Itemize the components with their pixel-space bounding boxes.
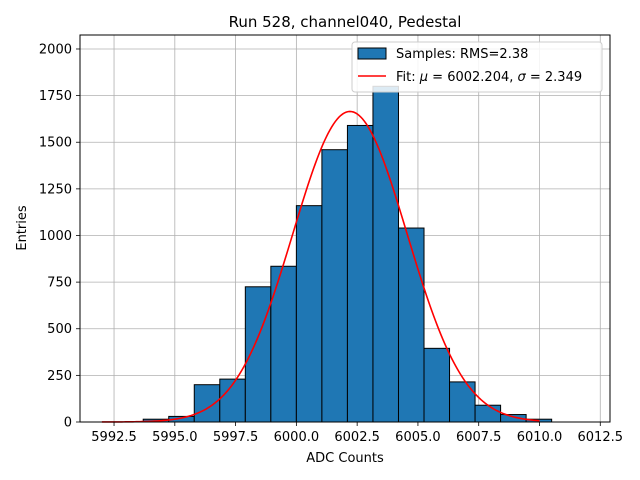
y-tick-label: 2000 (39, 42, 72, 57)
y-tick-label: 0 (64, 416, 72, 431)
x-tick-label: 6010.0 (517, 430, 563, 445)
histogram-bar (449, 381, 476, 423)
legend-fit-mu-symbol: μ (419, 70, 428, 85)
bars-layer (142, 85, 553, 423)
legend-swatch-samples (357, 47, 387, 60)
x-tick-label: 6012.5 (578, 430, 624, 445)
x-axis-ticks: 5992.5 5995.0 5997.5 6000.0 6002.5 6005.0 6007… (91, 422, 623, 445)
x-tick-label: 5997.5 (213, 430, 259, 445)
y-tick-label: 250 (47, 369, 72, 384)
histogram-bar (321, 149, 348, 423)
y-tick-label: 1750 (39, 89, 72, 104)
fit-curve-layer (101, 110, 540, 423)
y-axis-ticks: 0 250 500 750 1000 1250 1500 1750 2000 (39, 42, 80, 431)
histogram-bar (397, 227, 425, 423)
histogram-bar (295, 205, 323, 423)
legend: Samples: RMS=2.38 Fit: μ = 6002.204, σ =… (351, 41, 603, 93)
legend-label-samples: Samples: RMS=2.38 (396, 47, 528, 62)
legend-fit-sigma-value: = 2.349 (526, 70, 582, 85)
x-axis-label: ADC Counts (306, 451, 384, 466)
x-tick-label: 6002.5 (334, 430, 380, 445)
legend-fit-sigma-symbol: σ (518, 70, 527, 85)
histogram-bar (372, 85, 399, 423)
x-tick-label: 6005.0 (395, 430, 441, 445)
legend-fit-mu-value: = 6002.204, (428, 70, 517, 85)
legend-label-fit: Fit: μ = 6002.204, σ = 2.349 (396, 70, 582, 85)
histogram-bar (346, 124, 374, 423)
chart-title: Run 528, channel040, Pedestal (229, 13, 462, 31)
histogram-bar (474, 404, 502, 423)
x-tick-label: 5995.0 (152, 430, 198, 445)
y-tick-label: 1500 (39, 136, 72, 151)
x-tick-label: 6000.0 (274, 430, 320, 445)
histogram-bar (423, 347, 451, 423)
plot-frame (79, 34, 611, 423)
y-tick-label: 500 (47, 322, 72, 337)
x-tick-label: 5992.5 (91, 430, 137, 445)
y-tick-label: 750 (47, 276, 72, 291)
y-tick-label: 1250 (39, 182, 72, 197)
legend-box (351, 41, 603, 93)
y-axis-label: Entries (15, 205, 30, 251)
histogram-bar (244, 286, 272, 423)
gaussian-fit-curve (101, 110, 540, 423)
x-tick-label: 6007.5 (456, 430, 502, 445)
legend-fit-prefix: Fit: (396, 70, 420, 85)
histogram-bar (193, 384, 221, 423)
y-tick-label: 1000 (39, 229, 72, 244)
